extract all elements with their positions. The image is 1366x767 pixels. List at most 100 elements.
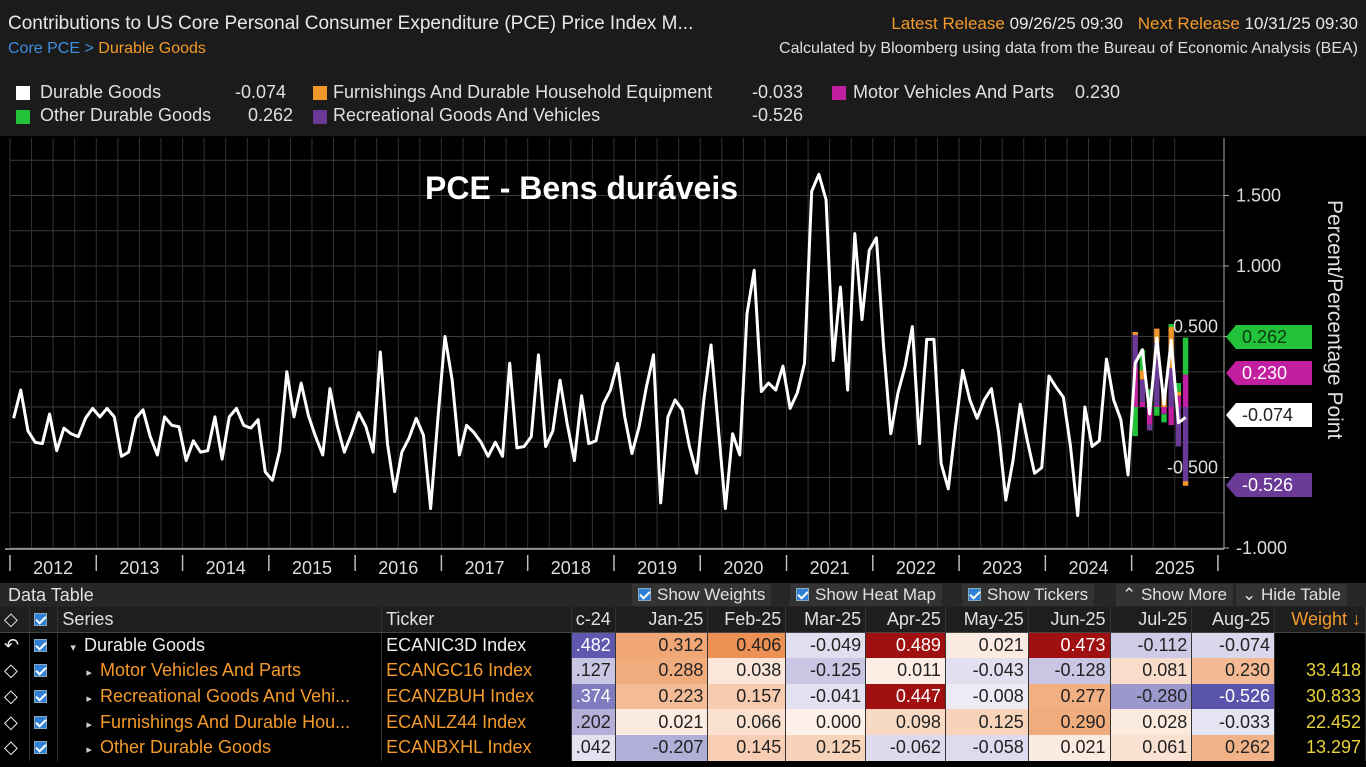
legend-value-recreational: -0.526 (752, 105, 804, 125)
x-tick-label: 2017 (465, 558, 505, 578)
show-weights-toggle[interactable]: Show Weights (632, 584, 772, 606)
show-heat-map-toggle[interactable]: Show Heat Map (790, 584, 942, 606)
legend-label-motor-vehicles[interactable]: Motor Vehicles And Parts (853, 82, 1055, 102)
table-row[interactable]: ↶ ▾ Durable Goods ECANIC3D Index .482 0.312 0.… (0, 632, 1366, 659)
heatmap-cell: 0.061 (1110, 734, 1193, 761)
series-name[interactable]: ▾ Durable Goods (57, 632, 383, 659)
series-name[interactable]: ▸ Motor Vehicles And Parts (57, 658, 383, 684)
last-value-tag: 0.262 (1226, 325, 1312, 349)
expand-arrow-icon[interactable]: ▸ (86, 744, 92, 757)
checkbox-icon[interactable] (968, 588, 981, 601)
bar-furnishings-and-durable-household-equipment (1154, 328, 1160, 343)
column-header[interactable]: c-24 (571, 607, 616, 634)
pin-icon[interactable]: ◇ (0, 658, 31, 684)
bar-recreational-goods-and-vehicles (1182, 407, 1189, 482)
heatmap-cell: 0.000 (785, 709, 867, 735)
row-checkbox[interactable] (29, 734, 59, 761)
breadcrumb-core-pce[interactable]: Core PCE (8, 40, 81, 57)
pin-icon[interactable]: ◇ (0, 709, 31, 735)
y-tick-label: 1.000 (1236, 256, 1281, 276)
heatmap-cell: .482 (571, 632, 616, 659)
series-name[interactable]: ▸ Furnishings And Durable Hou... (57, 709, 383, 735)
column-header[interactable]: Feb-25 (707, 607, 787, 634)
x-tick-label: 2014 (206, 558, 246, 578)
heatmap-cell: 0.447 (865, 683, 946, 710)
column-header[interactable]: Ticker (381, 607, 572, 634)
column-header[interactable]: Jul-25 (1110, 607, 1193, 634)
row-checkbox[interactable] (29, 683, 59, 710)
series-name[interactable]: ▸ Other Durable Goods (57, 734, 383, 761)
pin-icon[interactable]: ◇ (0, 607, 31, 634)
heatmap-cell: 0.157 (707, 683, 787, 710)
heatmap-cell: 0.021 (945, 632, 1029, 659)
legend-swatch-durable-goods (16, 86, 30, 100)
column-header[interactable]: Weight ↓ (1274, 607, 1366, 634)
legend-label-furnishings[interactable]: Furnishings And Durable Household Equipm… (333, 82, 713, 102)
last-value-tag: -0.074 (1226, 403, 1312, 427)
column-header[interactable]: Apr-25 (865, 607, 946, 634)
weight-cell (1274, 632, 1366, 659)
heatmap-cell: -0.280 (1110, 683, 1193, 710)
x-tick-label: 2018 (551, 558, 591, 578)
expand-arrow-icon[interactable]: ▸ (86, 667, 92, 680)
table-row[interactable]: ◇ ▸ Motor Vehicles And Parts ECANGC16 Index… (0, 658, 1366, 684)
weight-cell: 22.452 (1274, 709, 1366, 735)
show-tickers-label: Show Tickers (987, 585, 1089, 604)
pin-icon[interactable]: ◇ (0, 683, 31, 710)
legend-label-recreational[interactable]: Recreational Goods And Vehicles (333, 105, 601, 125)
heatmap-cell: -0.033 (1191, 709, 1276, 735)
heatmap-cell: 0.230 (1191, 658, 1276, 684)
x-tick-label: 2013 (119, 558, 159, 578)
undo-icon[interactable]: ↶ (0, 632, 31, 659)
show-heat-map-label: Show Heat Map (815, 585, 936, 604)
pin-icon[interactable]: ◇ (0, 734, 31, 761)
legend-label-durable-goods[interactable]: Durable Goods (40, 82, 162, 102)
legend-swatch-recreational (313, 110, 327, 124)
last-value-tag: 0.230 (1226, 361, 1312, 385)
heatmap-cell: 0.066 (707, 709, 787, 735)
column-header[interactable]: Aug-25 (1191, 607, 1276, 634)
expand-arrow-icon[interactable]: ▸ (86, 718, 92, 731)
weight-cell: 33.418 (1274, 658, 1366, 684)
table-row[interactable]: ◇ ▸ Recreational Goods And Vehi... ECANZBUH… (0, 683, 1366, 710)
hide-table-button[interactable]: ⌄ Hide Table (1236, 584, 1347, 606)
row-checkbox[interactable] (29, 709, 59, 735)
x-tick-label: 2019 (637, 558, 677, 578)
legend-label-other-durable[interactable]: Other Durable Goods (40, 105, 212, 125)
column-header[interactable]: Jun-25 (1028, 607, 1111, 634)
series-name[interactable]: ▸ Recreational Goods And Vehi... (57, 683, 383, 710)
heatmap-cell: 0.406 (707, 632, 787, 659)
bar-motor-vehicles-and-parts (1168, 407, 1174, 426)
legend-value-furnishings: -0.033 (752, 82, 804, 102)
bar-other-durable-goods (1182, 337, 1189, 375)
breadcrumb-durable-goods[interactable]: Durable Goods (98, 40, 206, 57)
heatmap-cell: 0.145 (707, 734, 787, 761)
collapse-arrow-icon[interactable]: ▾ (70, 642, 76, 655)
column-header[interactable]: Series (57, 607, 383, 634)
column-header[interactable]: Mar-25 (785, 607, 867, 634)
select-all-checkbox[interactable] (29, 607, 59, 634)
expand-arrow-icon[interactable]: ▸ (86, 693, 92, 706)
show-tickers-toggle[interactable]: Show Tickers (962, 584, 1095, 606)
checkbox-icon[interactable] (796, 588, 809, 601)
heatmap-cell: -0.526 (1191, 683, 1276, 710)
table-row[interactable]: ◇ ▸ Other Durable Goods ECANBXHL Index .042-… (0, 734, 1366, 761)
table-row[interactable]: ◇ ▸ Furnishings And Durable Hou... ECANLZ44… (0, 709, 1366, 735)
heatmap-cell: -0.049 (785, 632, 867, 659)
legend-value-motor-vehicles: 0.230 (1075, 82, 1121, 102)
heatmap-cell: 0.489 (865, 632, 946, 659)
show-more-button[interactable]: ⌃ Show More (1116, 584, 1233, 606)
heatmap-cell: 0.011 (865, 658, 946, 684)
heatmap-cell: .042 (571, 734, 616, 761)
row-checkbox[interactable] (29, 632, 59, 659)
column-header[interactable]: Jan-25 (615, 607, 709, 634)
y-tick-label: 0.500 (1173, 317, 1218, 337)
heatmap-cell: 0.098 (865, 709, 946, 735)
bar-other-durable-goods (1161, 414, 1167, 423)
column-header[interactable]: May-25 (945, 607, 1029, 634)
row-checkbox[interactable] (29, 658, 59, 684)
overlay-title: PCE - Bens duráveis (425, 170, 738, 206)
checkbox-icon[interactable] (638, 588, 651, 601)
heatmap-cell: 0.473 (1028, 632, 1111, 659)
bar-motor-vehicles-and-parts (1139, 401, 1146, 407)
